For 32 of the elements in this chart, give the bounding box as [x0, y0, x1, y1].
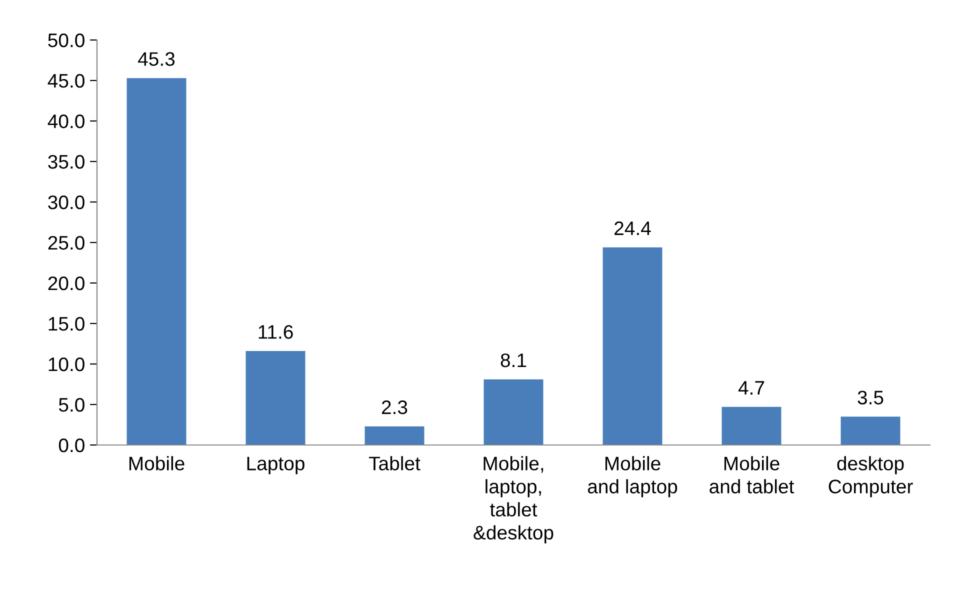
x-tick-label: Laptop — [247, 456, 304, 474]
y-tick-label: 35.0 — [48, 154, 84, 169]
bar — [722, 406, 782, 445]
bar — [840, 416, 900, 445]
x-tick-label: Mobile, laptop, tablet &desktop — [474, 456, 554, 544]
y-tick-label: 15.0 — [48, 316, 84, 331]
bar — [602, 247, 662, 445]
data-label: 3.5 — [858, 390, 884, 404]
x-tick-label: Tablet — [369, 456, 420, 470]
bar — [484, 379, 544, 445]
data-label: 2.3 — [382, 400, 408, 414]
data-label: 8.1 — [500, 353, 526, 368]
data-label: 11.6 — [258, 325, 293, 339]
x-tick-label: Mobile and laptop — [588, 456, 678, 498]
y-tick-label: 0.0 — [58, 438, 84, 452]
data-label: 4.7 — [738, 381, 764, 395]
x-tick-label: Mobile — [129, 456, 184, 470]
x-tick-label: Mobile and tablet — [710, 456, 794, 494]
y-tick-label: 25.0 — [48, 236, 84, 250]
y-tick-label: 30.0 — [48, 195, 84, 210]
bar — [364, 426, 424, 445]
y-tick-label: 5.0 — [58, 398, 84, 412]
y-tick-label: 20.0 — [48, 276, 84, 290]
data-label: 24.4 — [614, 221, 651, 235]
bar — [126, 78, 186, 445]
x-tick-label: desktop Computer — [828, 456, 913, 498]
y-tick-label: 40.0 — [48, 114, 84, 128]
bar — [246, 351, 306, 445]
y-tick-label: 10.0 — [48, 357, 84, 372]
y-tick-label: 50.0 — [48, 33, 84, 48]
y-tick-label: 45.0 — [48, 74, 84, 88]
data-label: 45.3 — [138, 52, 175, 66]
